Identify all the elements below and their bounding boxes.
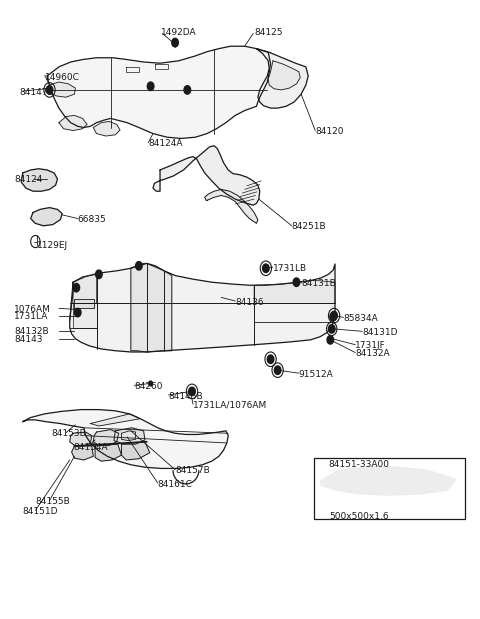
Circle shape bbox=[149, 381, 153, 386]
Text: 84153B: 84153B bbox=[51, 430, 85, 438]
Circle shape bbox=[331, 311, 337, 320]
Polygon shape bbox=[23, 410, 228, 469]
Circle shape bbox=[275, 366, 281, 374]
Text: 1076AM: 1076AM bbox=[14, 305, 51, 314]
Polygon shape bbox=[121, 431, 135, 441]
Polygon shape bbox=[21, 169, 58, 191]
Text: 84161C: 84161C bbox=[157, 480, 192, 489]
Polygon shape bbox=[93, 121, 120, 136]
Polygon shape bbox=[321, 466, 456, 495]
Text: 84151D: 84151D bbox=[23, 507, 58, 516]
Text: 84124A: 84124A bbox=[148, 139, 183, 149]
Text: 84251B: 84251B bbox=[292, 222, 326, 232]
Text: 1129EJ: 1129EJ bbox=[37, 241, 68, 250]
Bar bbox=[314, 458, 465, 519]
Text: 84131D: 84131D bbox=[362, 328, 398, 337]
Text: 14960C: 14960C bbox=[45, 73, 80, 82]
Text: 84131B: 84131B bbox=[301, 279, 336, 288]
Text: 85834A: 85834A bbox=[344, 314, 378, 323]
Polygon shape bbox=[49, 82, 75, 97]
Circle shape bbox=[267, 355, 274, 363]
Polygon shape bbox=[114, 428, 145, 444]
Text: 1731LA/1076AM: 1731LA/1076AM bbox=[193, 401, 267, 410]
Circle shape bbox=[73, 284, 80, 292]
Text: 84124: 84124 bbox=[14, 175, 43, 184]
Circle shape bbox=[189, 387, 195, 396]
Polygon shape bbox=[153, 145, 260, 205]
Text: 1731JF: 1731JF bbox=[355, 342, 386, 350]
Polygon shape bbox=[59, 115, 87, 131]
Text: 84132A: 84132A bbox=[355, 349, 390, 358]
Text: 84147E: 84147E bbox=[19, 89, 53, 97]
Polygon shape bbox=[256, 49, 308, 108]
Polygon shape bbox=[121, 442, 150, 460]
Circle shape bbox=[74, 308, 81, 317]
Circle shape bbox=[263, 264, 269, 272]
Text: 1492DA: 1492DA bbox=[161, 28, 197, 37]
Text: 84132B: 84132B bbox=[14, 327, 49, 337]
Polygon shape bbox=[72, 446, 93, 460]
Text: 84260: 84260 bbox=[134, 382, 163, 391]
Circle shape bbox=[172, 38, 179, 47]
Polygon shape bbox=[268, 61, 300, 90]
Circle shape bbox=[328, 325, 335, 333]
Polygon shape bbox=[93, 430, 119, 446]
Polygon shape bbox=[47, 46, 271, 139]
Text: 500x500x1.6: 500x500x1.6 bbox=[329, 513, 389, 521]
Text: 84145B: 84145B bbox=[168, 392, 203, 400]
Polygon shape bbox=[70, 432, 92, 446]
Text: 84120: 84120 bbox=[315, 128, 344, 136]
Text: 84151-33A00: 84151-33A00 bbox=[328, 460, 389, 469]
Polygon shape bbox=[204, 189, 258, 223]
Text: 1731LA: 1731LA bbox=[14, 312, 48, 321]
Text: 84136: 84136 bbox=[235, 298, 264, 307]
Polygon shape bbox=[70, 264, 335, 352]
Circle shape bbox=[147, 82, 154, 90]
Polygon shape bbox=[74, 298, 94, 308]
Circle shape bbox=[293, 278, 300, 287]
Polygon shape bbox=[254, 280, 335, 303]
Circle shape bbox=[330, 313, 336, 321]
Text: 84157B: 84157B bbox=[175, 466, 210, 475]
Polygon shape bbox=[73, 274, 96, 303]
Polygon shape bbox=[31, 207, 62, 226]
Text: 84155B: 84155B bbox=[36, 497, 70, 506]
Text: 84154A: 84154A bbox=[73, 443, 108, 452]
Polygon shape bbox=[73, 303, 96, 327]
Text: 84125: 84125 bbox=[254, 28, 283, 37]
Circle shape bbox=[327, 335, 334, 344]
Circle shape bbox=[135, 262, 142, 270]
Polygon shape bbox=[95, 444, 121, 461]
Text: 1731LB: 1731LB bbox=[273, 264, 307, 273]
Circle shape bbox=[46, 85, 53, 94]
Circle shape bbox=[184, 85, 191, 94]
Text: 84143: 84143 bbox=[14, 335, 43, 344]
Polygon shape bbox=[90, 414, 140, 426]
Polygon shape bbox=[131, 264, 172, 352]
Text: 66835: 66835 bbox=[78, 215, 107, 224]
Text: 91512A: 91512A bbox=[299, 370, 334, 379]
Circle shape bbox=[96, 270, 102, 279]
